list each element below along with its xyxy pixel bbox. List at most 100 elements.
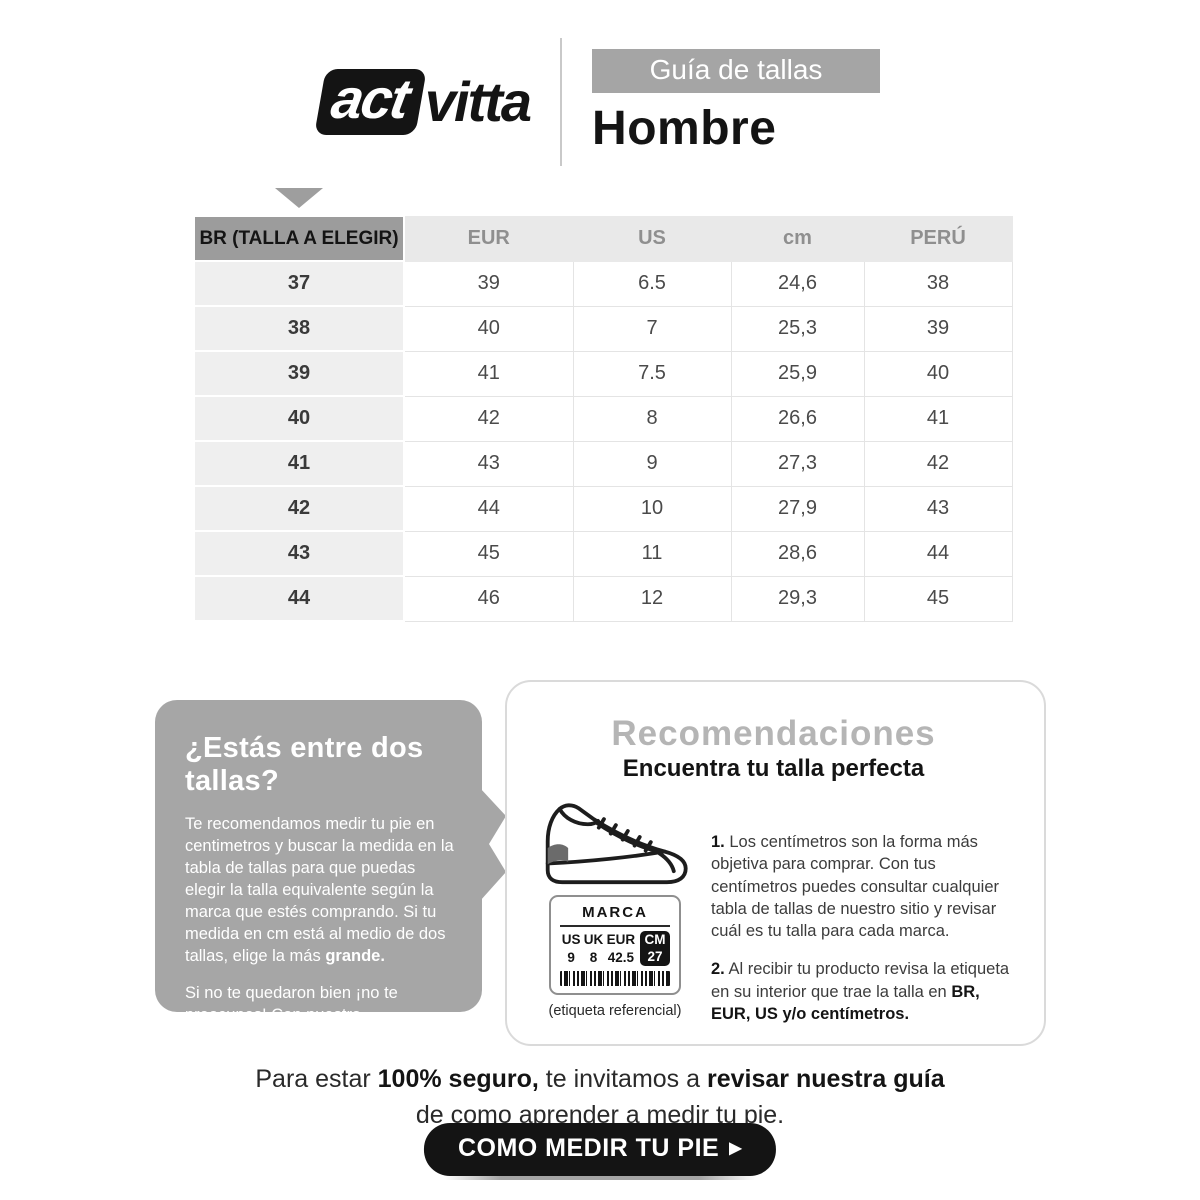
footer-text-a: Para estar	[255, 1065, 378, 1093]
label-units-values: US UK EUR 9 8 42.5	[560, 931, 637, 966]
cell-peru: 42	[863, 440, 1013, 487]
cell-cm: 25,9	[730, 350, 865, 397]
header: act vitta Guía de tallas Hombre	[0, 38, 1200, 166]
table-pointer-triangle-icon	[275, 188, 323, 208]
size-conversion-table: BR (TALLA A ELEGIR) EUR US cm PERÚ 37 39…	[193, 215, 1013, 622]
barcode-icon	[560, 971, 670, 987]
col-header-us: US	[572, 215, 732, 262]
table-row: 37 39 6.5 24,6 38	[193, 260, 1013, 307]
cell-cm: 26,6	[730, 395, 865, 442]
footer-text-b: te invitamos a	[538, 1065, 707, 1093]
cell-us: 7.5	[572, 350, 732, 397]
cell-br: 41	[193, 440, 405, 487]
point-1-number: 1.	[711, 833, 725, 851]
cell-eur: 41	[403, 350, 574, 397]
cell-us: 9	[572, 440, 732, 487]
recommendations-points: 1. Los centímetros son la forma más obje…	[711, 797, 1016, 1041]
label-cm-highlight: CM 27	[640, 931, 670, 967]
table-row: 44 46 12 29,3 45	[193, 575, 1013, 622]
cell-eur: 42	[403, 395, 574, 442]
header-divider	[560, 38, 563, 166]
label-unit-cm: CM	[644, 931, 666, 947]
cell-peru: 44	[863, 530, 1013, 577]
recommendations-subtitle: Encuentra tu talla perfecta	[622, 755, 925, 782]
recommendations-body: MARCA US UK EUR 9 8 42.5 CM 27	[531, 797, 1016, 1041]
cell-br: 37	[193, 260, 405, 307]
cell-cm: 29,3	[730, 575, 865, 622]
chevron-right-icon: ▶	[729, 1139, 743, 1157]
size-table-section: BR (TALLA A ELEGIR) EUR US cm PERÚ 37 39…	[193, 188, 1013, 622]
cell-cm: 27,3	[730, 440, 865, 487]
col-header-eur: EUR	[403, 215, 574, 262]
cell-eur: 39	[403, 260, 574, 307]
label-caption: (etiqueta referencial)	[548, 1003, 682, 1020]
how-to-measure-button[interactable]: COMO MEDIR TU PIE ▶	[423, 1123, 777, 1176]
label-size-grid: US UK EUR 9 8 42.5 CM 27	[560, 931, 670, 967]
cell-br: 39	[193, 350, 405, 397]
cell-cm: 24,6	[730, 260, 865, 307]
callout-since-date: *Desde el 16.08.2022	[185, 1108, 352, 1128]
cell-eur: 45	[403, 530, 574, 577]
cell-us: 11	[572, 530, 732, 577]
table-row: 43 45 11 28,6 44	[193, 530, 1013, 577]
col-header-br: BR (TALLA A ELEGIR)	[193, 215, 405, 262]
cell-peru: 41	[863, 395, 1013, 442]
how-to-measure-label: COMO MEDIR TU PIE	[457, 1134, 720, 1162]
callout-paragraph-2: Si no te quedaron bien ¡no te preocupes!…	[185, 983, 458, 1093]
button-shadow-line	[445, 1176, 755, 1180]
reference-label: MARCA US UK EUR 9 8 42.5 CM 27	[549, 895, 681, 996]
table-row: 40 42 8 26,6 41	[193, 395, 1013, 442]
point-2-number: 2.	[711, 960, 725, 979]
footer-message: Para estar 100% seguro, te invitamos a r…	[0, 1062, 1200, 1133]
sneaker-icon	[545, 803, 688, 885]
label-unit-us: US	[561, 932, 581, 947]
bubble-notch-icon	[480, 788, 506, 901]
callout-p2-text-a: Si no te quedaron bien ¡no te preocupes!…	[185, 983, 398, 1024]
label-brand-text: MARCA	[560, 904, 670, 927]
cell-br: 40	[193, 395, 405, 442]
header-titles: Guía de tallas Hombre	[592, 48, 881, 156]
page-title: Hombre	[592, 101, 777, 155]
cell-peru: 45	[863, 575, 1013, 622]
cell-us: 8	[572, 395, 732, 442]
cell-br: 38	[193, 305, 405, 352]
label-unit-eur: EUR	[606, 932, 636, 947]
point-1-text: Los centímetros son la forma más objetiv…	[711, 833, 999, 941]
callout-paragraph-1: Te recomendamos medir tu pie en centimet…	[185, 814, 458, 968]
cell-us: 6.5	[572, 260, 732, 307]
actvitta-logo: act vitta	[314, 67, 532, 135]
logo-act-block: act	[314, 67, 427, 135]
cell-cm: 25,3	[730, 305, 865, 352]
between-sizes-callout: ¿Estás entre dos tallas? Te recomendamos…	[155, 700, 506, 1127]
col-header-cm: cm	[730, 215, 865, 262]
cell-cm: 27,9	[730, 485, 865, 532]
callout-title: ¿Estás entre dos tallas?	[185, 732, 424, 797]
label-value-cm: 27	[647, 948, 663, 964]
cell-eur: 46	[403, 575, 574, 622]
cell-eur: 40	[403, 305, 574, 352]
table-row: 42 44 10 27,9 43	[193, 485, 1013, 532]
callout-p2-bold-a: Satisfacción Garantizada	[185, 1027, 382, 1046]
cell-us: 10	[572, 485, 732, 532]
label-value-eur: 42.5	[607, 949, 634, 965]
callout-p1-text: Te recomendamos medir tu pie en centimet…	[185, 815, 454, 965]
cell-cm: 28,6	[730, 530, 865, 577]
recommendation-point-1: 1. Los centímetros son la forma más obje…	[711, 831, 1016, 942]
callout-p2-text-b: tienes 30 días para cambiar o devolver f…	[185, 1027, 455, 1090]
col-header-peru: PERÚ	[863, 215, 1013, 262]
cell-peru: 40	[863, 350, 1013, 397]
cell-peru: 39	[863, 305, 1013, 352]
recommendations-box: Recomendaciones Encuentra tu talla perfe…	[505, 680, 1046, 1046]
table-row: 39 41 7.5 25,9 40	[193, 350, 1013, 397]
cell-eur: 43	[403, 440, 574, 487]
footer-line-1: Para estar 100% seguro, te invitamos a r…	[0, 1062, 1200, 1098]
label-value-us: 9	[567, 949, 575, 965]
cell-br: 43	[193, 530, 405, 577]
label-illustration: MARCA US UK EUR 9 8 42.5 CM 27	[531, 797, 699, 1041]
point-2-bold: BR, EUR, US y/o centímetros.	[711, 982, 980, 1023]
cell-us: 7	[572, 305, 732, 352]
cell-peru: 43	[863, 485, 1013, 532]
point-2-text: Al recibir tu producto revisa la etiquet…	[711, 960, 1010, 1001]
label-value-uk: 8	[589, 949, 598, 965]
